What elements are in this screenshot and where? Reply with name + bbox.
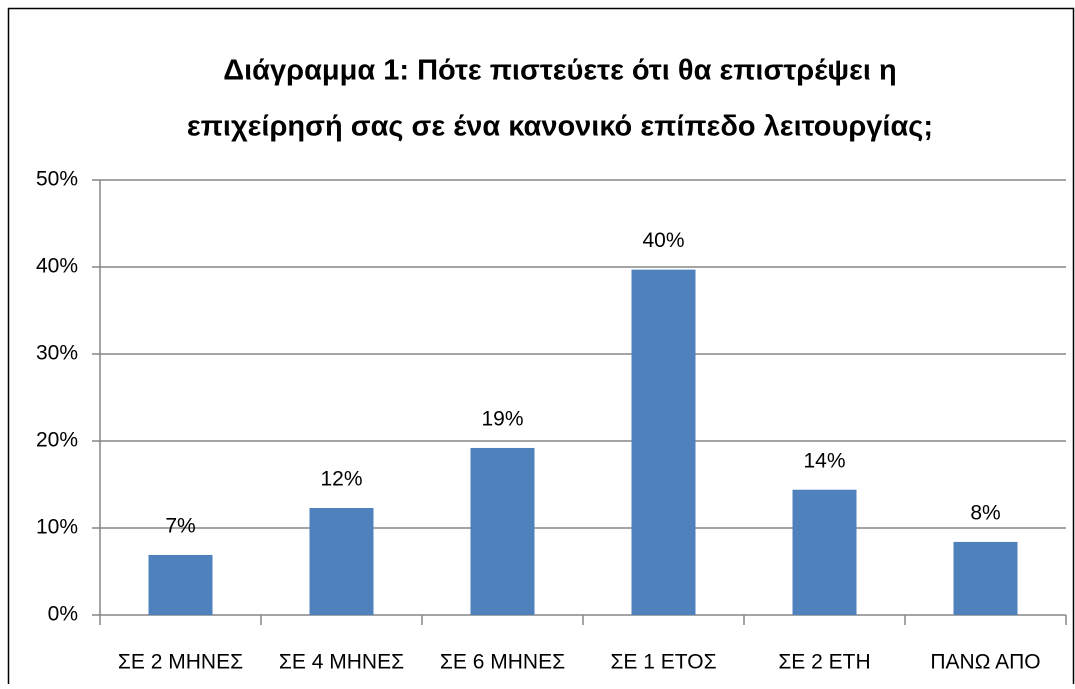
y-tick-label: 40% bbox=[36, 255, 78, 278]
chart-title: επιχείρησή σας σε ένα κανονικό επίπεδο λ… bbox=[187, 111, 933, 143]
x-tick-label: ΣΕ 4 ΜΗΝΕΣ bbox=[279, 651, 404, 674]
data-label: 14% bbox=[803, 449, 845, 472]
bar bbox=[631, 269, 696, 615]
y-tick-label: 20% bbox=[36, 429, 78, 452]
y-tick-label: 30% bbox=[36, 342, 78, 365]
bar bbox=[148, 554, 213, 615]
x-tick-label: ΠΑΝΩ ΑΠΟ bbox=[930, 651, 1040, 674]
x-tick-label: ΣΕ 2 ΜΗΝΕΣ bbox=[118, 651, 243, 674]
bar bbox=[309, 507, 374, 615]
y-tick-label: 10% bbox=[36, 516, 78, 539]
x-tick-label: ΣΕ 6 ΜΗΝΕΣ bbox=[440, 651, 565, 674]
data-label: 8% bbox=[970, 501, 1000, 524]
bar bbox=[470, 447, 535, 615]
x-tick-label: ΣΕ 1 ΕΤΟΣ bbox=[610, 651, 716, 674]
bar bbox=[953, 541, 1018, 615]
data-label: 7% bbox=[165, 515, 195, 538]
bar bbox=[792, 489, 857, 615]
data-label: 40% bbox=[642, 229, 684, 252]
y-tick-label: 50% bbox=[36, 168, 78, 191]
data-label: 19% bbox=[481, 408, 523, 431]
x-tick-label: ΣΕ 2 ΕΤΗ bbox=[778, 651, 870, 674]
data-label: 12% bbox=[320, 468, 362, 491]
chart-title: Διάγραμμα 1: Πότε πιστεύετε ότι θα επιστ… bbox=[223, 55, 896, 87]
y-tick-label: 0% bbox=[48, 603, 78, 626]
